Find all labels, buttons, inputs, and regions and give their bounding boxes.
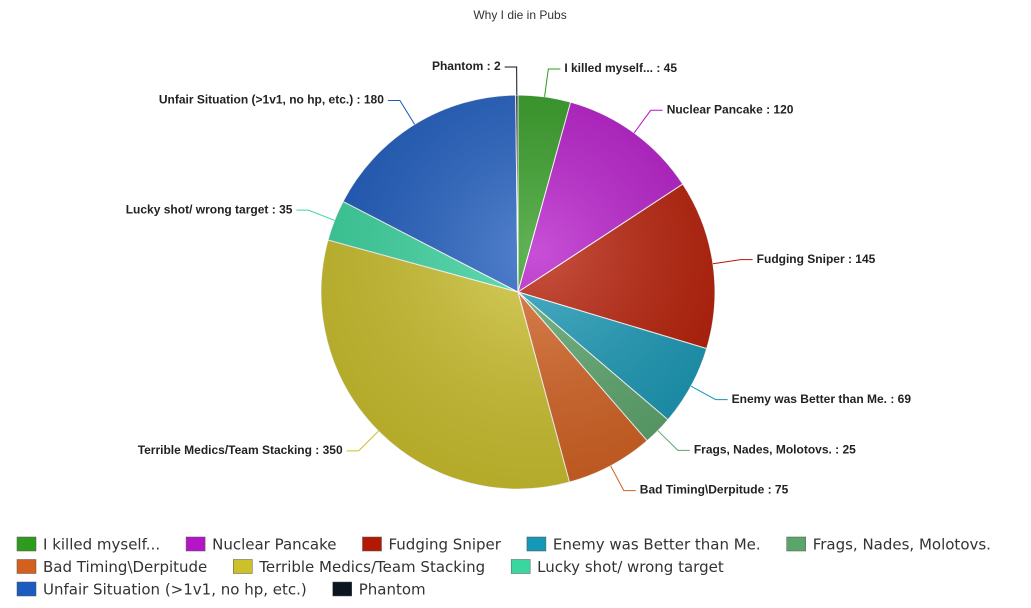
legend-label: Bad Timing\Derpitude [43,558,207,576]
legend-swatch [185,536,206,552]
leader-line [296,209,335,221]
legend-swatch [786,536,806,552]
legend-swatch [332,581,352,597]
legend-label: I killed myself... [43,536,160,554]
legend-label: Lucky shot/ wrong target [537,558,724,576]
legend-label: Enemy was Better than Me. [553,536,761,554]
legend-swatch [362,536,382,552]
data-label: I killed myself... : 45 [564,61,677,75]
legend-swatch [510,559,531,574]
leader-line [610,465,636,492]
data-label: Terrible Medics/Team Stacking : 350 [138,443,343,457]
legend-label: Nuclear Pancake [212,536,336,554]
data-label: Enemy was Better than Me. : 69 [732,392,912,406]
legend-label: Terrible Medics/Team Stacking [258,558,485,576]
leader-line [712,259,753,265]
legend-swatch [16,559,37,574]
data-label: Lucky shot/ wrong target : 35 [126,202,293,216]
leader-line [690,385,728,401]
legend-swatch [16,536,37,552]
legend-label: Unfair Situation (>1v1, no hp, etc.) [43,581,307,599]
data-label: Bad Timing\Derpitude : 75 [640,483,789,497]
data-label: Nuclear Pancake : 120 [667,102,794,116]
leader-line [544,68,561,97]
leader-line [387,99,416,125]
legend-swatch [16,581,37,597]
data-label: Phantom : 2 [432,59,501,73]
chart-title: Why I die in Pubs [473,8,566,22]
legend-label: Frags, Nades, Molotovs. [813,536,991,554]
legend-swatch [233,559,253,574]
data-label: Unfair Situation (>1v1, no hp, etc.) : 1… [159,93,384,107]
data-label: Frags, Nades, Molotovs. : 25 [694,443,856,457]
legend-label: Fudging Sniper [388,536,501,554]
leader-line [346,430,379,452]
leader-line [657,430,690,451]
leader-line [504,66,518,96]
legend-swatch [526,536,547,552]
data-label: Fudging Sniper : 145 [757,252,876,266]
legend-label: Phantom [359,581,426,599]
leader-line [633,109,663,134]
